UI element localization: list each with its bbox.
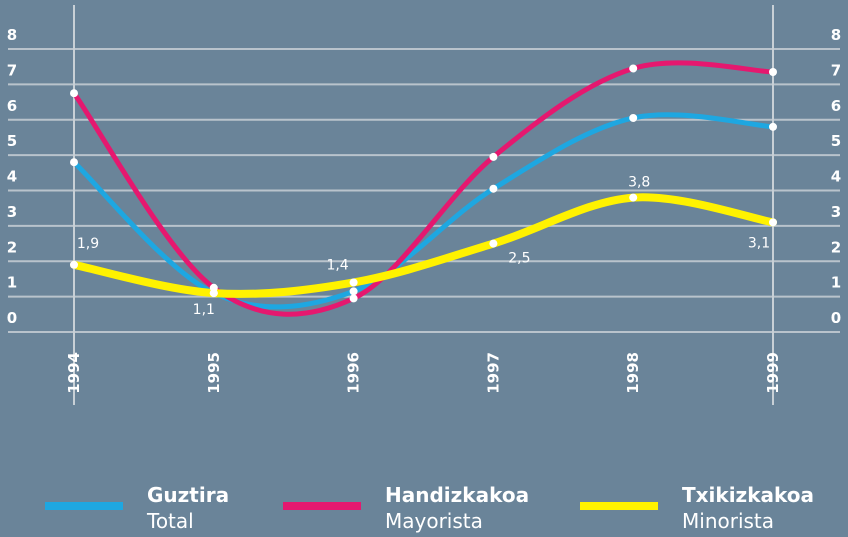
series-line — [70, 193, 777, 298]
data-label: 3,1 — [748, 235, 770, 251]
data-point — [629, 113, 638, 122]
y-tick-label: 0 — [831, 309, 841, 327]
y-tick-label: 6 — [7, 97, 17, 115]
data-point — [769, 122, 777, 131]
y-tick-label: 7 — [7, 61, 17, 79]
data-point — [489, 239, 498, 248]
legend-label: Guztira — [147, 483, 229, 507]
data-label: 1,1 — [193, 302, 215, 318]
x-tick-label: 1996 — [345, 352, 363, 394]
data-point — [349, 278, 358, 287]
y-tick-label: 4 — [831, 168, 841, 186]
y-tick-label: 3 — [831, 203, 841, 221]
data-point — [209, 289, 218, 298]
y-tick-label: 3 — [7, 203, 17, 221]
data-point — [70, 260, 78, 269]
data-label: 2,5 — [508, 251, 530, 267]
legend-sublabel: Mayorista — [385, 509, 483, 533]
legend-label: Txikizkakoa — [682, 483, 814, 507]
x-tick-label: 1999 — [764, 352, 782, 394]
y-tick-label: 8 — [7, 26, 17, 44]
y-tick-label: 5 — [831, 132, 841, 150]
legend-sublabel: Total — [146, 509, 194, 533]
series-line — [71, 60, 776, 317]
data-point — [349, 294, 358, 303]
legend-sublabel: Minorista — [682, 509, 774, 533]
data-point — [629, 64, 638, 73]
y-tick-label: 2 — [7, 238, 17, 256]
data-label: 3,8 — [628, 175, 650, 191]
data-point — [349, 287, 358, 296]
data-label: 1,4 — [326, 257, 348, 273]
data-label: 1,9 — [77, 236, 99, 252]
data-point — [489, 152, 498, 161]
x-tick-label: 1998 — [624, 352, 642, 394]
x-tick-label: 1997 — [484, 352, 502, 394]
series-line — [71, 112, 776, 310]
y-tick-label: 4 — [7, 168, 17, 186]
y-tick-label: 0 — [7, 309, 17, 327]
data-point — [629, 193, 638, 202]
y-tick-label: 6 — [831, 97, 841, 115]
legend-label: Handizkakoa — [385, 483, 529, 507]
data-point — [769, 218, 777, 227]
y-tick-label: 1 — [7, 274, 17, 292]
y-tick-label: 8 — [831, 26, 841, 44]
x-tick-label: 1995 — [205, 352, 223, 394]
data-point — [70, 158, 78, 167]
data-point — [769, 67, 777, 76]
data-point — [70, 89, 78, 98]
data-point — [489, 184, 498, 193]
y-tick-label: 2 — [831, 238, 841, 256]
x-tick-label: 1994 — [65, 352, 83, 394]
y-tick-label: 5 — [7, 132, 17, 150]
y-tick-label: 1 — [831, 274, 841, 292]
y-tick-label: 7 — [831, 61, 841, 79]
